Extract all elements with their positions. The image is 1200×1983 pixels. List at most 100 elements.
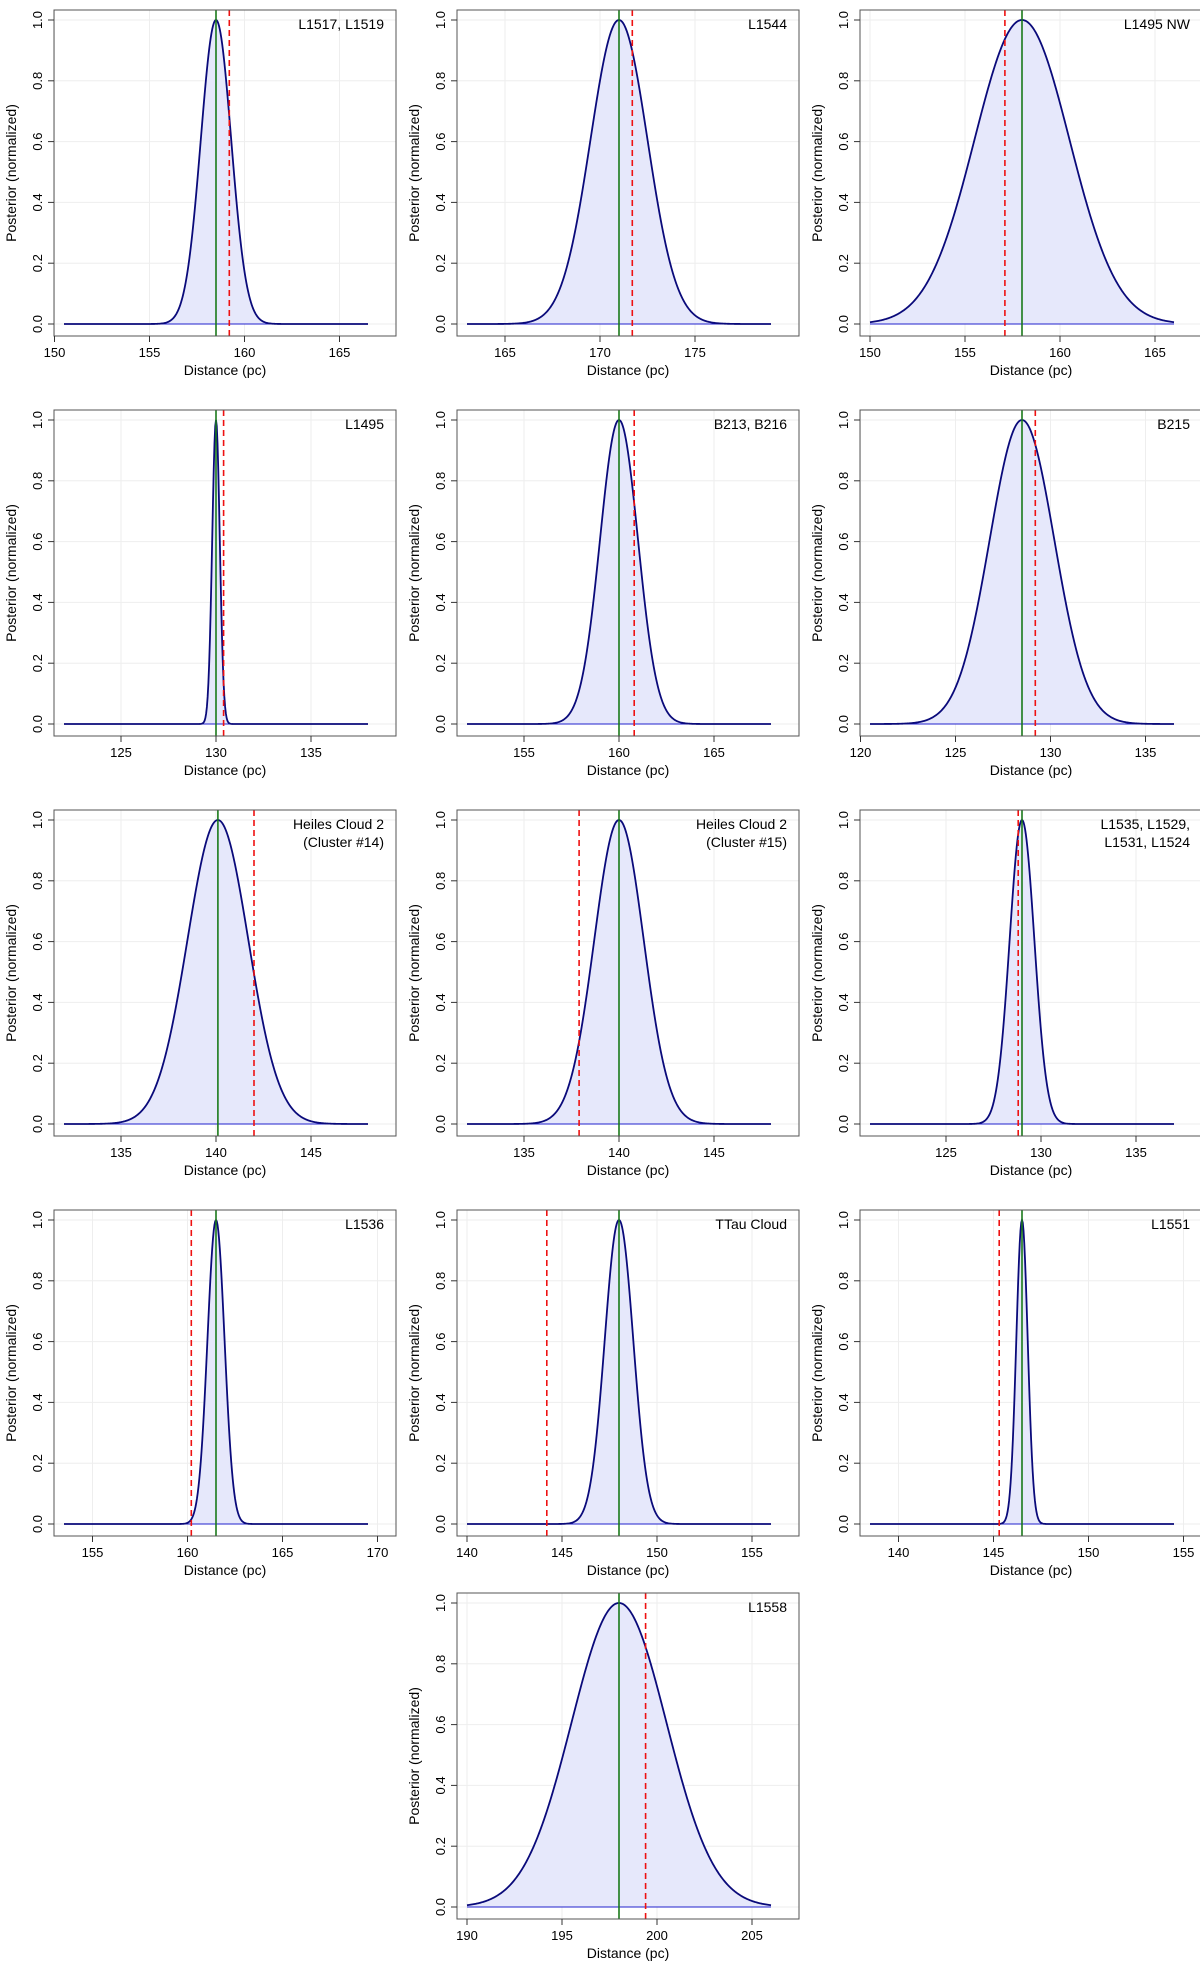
y-tick-label: 0.8	[836, 472, 851, 490]
y-tick-label: 0.8	[433, 1655, 448, 1673]
plot-frame	[859, 809, 1200, 1137]
y-tick-label: 1.0	[433, 1211, 448, 1229]
x-tick-label: 155	[741, 1545, 763, 1560]
y-axis-label: Posterior (normalized)	[3, 1304, 19, 1442]
panel-title: Heiles Cloud 2	[293, 816, 384, 832]
x-tick-label: 125	[945, 745, 967, 760]
x-axis-label: Distance (pc)	[990, 1162, 1072, 1178]
y-tick-label: 0.6	[433, 133, 448, 151]
y-tick-label: 0.6	[433, 533, 448, 551]
y-tick-label: 0.6	[433, 1333, 448, 1351]
x-tick-label: 165	[703, 745, 725, 760]
posterior-chart: 155 160 165 0.0 0.2 0.4 0.6 0.8 1.0 Distance (pc)…	[403, 400, 807, 800]
plot-frame	[456, 1209, 800, 1537]
y-tick-label: 1.0	[30, 11, 45, 29]
y-tick-label: 0.2	[30, 1454, 45, 1472]
x-tick-label: 155	[82, 1545, 104, 1560]
y-tick-label: 0.4	[836, 1393, 851, 1411]
x-tick-label: 165	[272, 1545, 294, 1560]
y-tick-label: 0.0	[30, 1115, 45, 1133]
y-tick-label: 0.2	[433, 1837, 448, 1855]
y-tick-label: 1.0	[836, 411, 851, 429]
y-tick-label: 0.4	[836, 593, 851, 611]
chart-svg: 190 195 200 205 0.0 0.2 0.4 0.6 0.8 1.0 Distance (…	[406, 1592, 800, 1961]
chart-svg: 165 170 175 0.0 0.2 0.4 0.6 0.8 1.0 Distance (pc)…	[406, 9, 800, 378]
x-tick-label: 140	[456, 1545, 478, 1560]
posterior-chart: 150 155 160 165 0.0 0.2 0.4 0.6 0.8 1.0 Distance (…	[806, 0, 1200, 400]
y-tick-label: 0.4	[433, 193, 448, 211]
plot-frame	[859, 1209, 1200, 1537]
x-tick-label: 165	[329, 345, 351, 360]
x-tick-label: 150	[859, 345, 881, 360]
y-tick-label: 0.2	[433, 1054, 448, 1072]
y-tick-label: 0.0	[433, 315, 448, 333]
y-tick-label: 1.0	[836, 811, 851, 829]
chart-svg: 150 155 160 165 0.0 0.2 0.4 0.6 0.8 1.0 Distance (…	[3, 9, 397, 378]
panel-title: L1535, L1529,	[1100, 816, 1190, 832]
x-tick-label: 145	[300, 1145, 322, 1160]
plot-frame	[53, 9, 397, 337]
y-axis-label: Posterior (normalized)	[406, 504, 422, 642]
x-tick-label: 150	[646, 1545, 668, 1560]
panel-title: L1517, L1519	[298, 16, 384, 32]
posterior-chart: 165 170 175 0.0 0.2 0.4 0.6 0.8 1.0 Distance (pc)…	[403, 0, 807, 400]
chart-svg: 140 145 150 155 0.0 0.2 0.4 0.6 0.8 1.0 Distance (…	[809, 1209, 1200, 1578]
y-tick-label: 0.2	[836, 254, 851, 272]
y-tick-label: 0.8	[30, 472, 45, 490]
panel-title: L1558	[748, 1599, 787, 1615]
plot-frame	[456, 1592, 800, 1920]
posterior-chart: 125 130 135 0.0 0.2 0.4 0.6 0.8 1.0 Distance (pc)…	[0, 400, 404, 800]
y-tick-label: 1.0	[836, 11, 851, 29]
x-tick-label: 150	[44, 345, 66, 360]
y-tick-label: 0.2	[836, 1454, 851, 1472]
y-tick-label: 0.2	[433, 1454, 448, 1472]
y-tick-label: 1.0	[433, 811, 448, 829]
y-tick-label: 0.4	[433, 593, 448, 611]
x-tick-label: 135	[110, 1145, 132, 1160]
posterior-curve	[64, 819, 368, 1125]
y-tick-label: 0.0	[433, 1515, 448, 1533]
plot-frame	[456, 409, 800, 737]
y-axis-label: Posterior (normalized)	[3, 904, 19, 1042]
y-tick-label: 0.8	[433, 472, 448, 490]
y-axis-label: Posterior (normalized)	[406, 904, 422, 1042]
panel-title: Heiles Cloud 2	[696, 816, 787, 832]
x-tick-label: 145	[983, 1545, 1005, 1560]
y-tick-label: 0.8	[433, 872, 448, 890]
y-tick-label: 0.4	[836, 993, 851, 1011]
panel-title: B215	[1157, 416, 1190, 432]
chart-svg: 155 160 165 170 0.0 0.2 0.4 0.6 0.8 1.0 Distance (…	[3, 1209, 397, 1578]
x-tick-label: 140	[608, 1145, 630, 1160]
y-tick-label: 0.0	[836, 1115, 851, 1133]
y-tick-label: 0.8	[433, 72, 448, 90]
y-tick-label: 0.0	[30, 715, 45, 733]
plot-frame	[859, 9, 1200, 337]
y-tick-label: 0.2	[836, 1054, 851, 1072]
chart-svg: 140 145 150 155 0.0 0.2 0.4 0.6 0.8 1.0 Distance (…	[406, 1209, 800, 1578]
y-tick-label: 0.4	[433, 1776, 448, 1794]
x-axis-label: Distance (pc)	[587, 1562, 669, 1578]
y-tick-label: 0.6	[836, 1333, 851, 1351]
y-tick-label: 0.6	[30, 133, 45, 151]
x-tick-label: 160	[1049, 345, 1071, 360]
x-tick-label: 135	[1125, 1145, 1147, 1160]
y-tick-label: 0.6	[836, 533, 851, 551]
x-tick-label: 160	[608, 745, 630, 760]
posterior-chart: 125 130 135 0.0 0.2 0.4 0.6 0.8 1.0 Distance (pc)…	[806, 800, 1200, 1200]
plot-frame	[53, 809, 397, 1137]
y-tick-label: 0.4	[30, 993, 45, 1011]
y-tick-label: 0.0	[433, 1115, 448, 1133]
plot-frame	[53, 1209, 397, 1537]
posterior-chart: 140 145 150 155 0.0 0.2 0.4 0.6 0.8 1.0 Distance (…	[403, 1200, 807, 1600]
y-tick-label: 0.4	[836, 193, 851, 211]
x-tick-label: 145	[551, 1545, 573, 1560]
x-tick-label: 155	[1173, 1545, 1195, 1560]
plot-frame	[53, 409, 397, 737]
panel-title: L1495	[345, 416, 384, 432]
y-tick-label: 0.2	[30, 1054, 45, 1072]
y-tick-label: 0.6	[433, 1716, 448, 1734]
y-tick-label: 0.2	[433, 254, 448, 272]
x-tick-label: 155	[954, 345, 976, 360]
x-tick-label: 155	[139, 345, 161, 360]
x-axis-label: Distance (pc)	[184, 1162, 266, 1178]
